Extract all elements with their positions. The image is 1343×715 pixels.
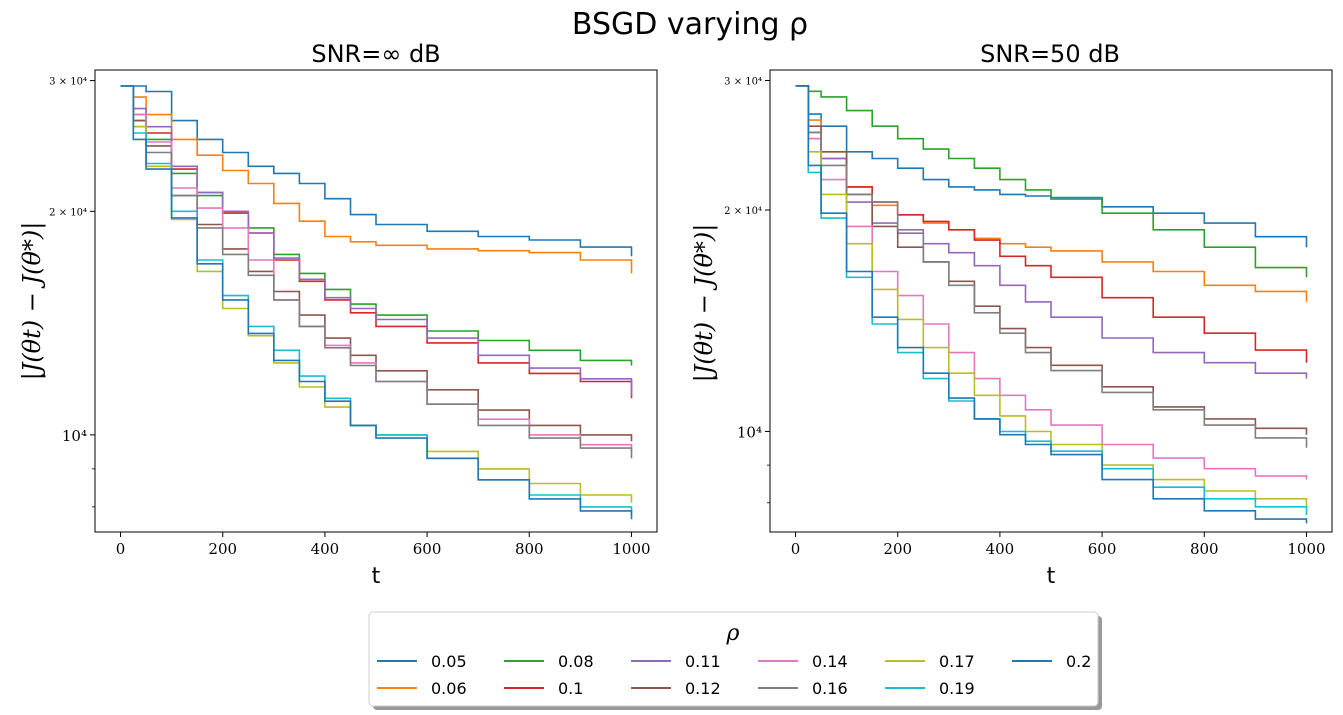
y-tick-label: 3 × 10⁴: [724, 76, 762, 87]
legend-label: 0.17: [939, 652, 975, 671]
x-tick-label: 400: [986, 540, 1015, 558]
legend-frame: [368, 611, 1099, 707]
series-line-0_06: [120, 85, 633, 274]
legend-label: 0.11: [685, 652, 721, 671]
y-tick-label: 10⁴: [737, 423, 762, 441]
x-tick-label: 0: [791, 540, 801, 558]
x-tick-label: 1000: [612, 540, 650, 558]
legend-label: 0.19: [939, 679, 975, 698]
legend-item-0_14: 0.14: [758, 652, 848, 671]
y-axis-label: |J(θt) − J(θ*)|: [18, 222, 47, 381]
x-tick-label: 400: [311, 540, 340, 558]
legend-item-0_2: 0.2: [1012, 652, 1091, 671]
axes-title: SNR=∞ dB: [311, 40, 440, 68]
legend-item-0_06: 0.06: [377, 679, 467, 698]
legend-label: 0.2: [1066, 652, 1091, 671]
series-line-0_2: [795, 85, 1308, 524]
x-tick-label: 200: [208, 540, 237, 558]
series-line-0_08: [795, 85, 1308, 278]
legend-items: 0.05 0.06 0.08 0.1 0.11 0.12 0.14 0.16 0.17 0.19 0…: [377, 652, 1091, 698]
legend-item-0_11: 0.11: [631, 652, 721, 671]
figure-suptitle: BSGD varying ρ: [572, 7, 808, 42]
plot-lines: [120, 85, 633, 520]
series-line-0_05: [120, 85, 633, 257]
plot-lines: [795, 85, 1308, 524]
x-tick-label: 800: [1190, 540, 1219, 558]
legend-title: ρ: [726, 621, 740, 646]
x-tick-label: 800: [515, 540, 544, 558]
x-tick-label: 600: [1088, 540, 1117, 558]
y-tick-label: 2 × 10⁴: [724, 206, 762, 217]
series-line-0_05: [795, 85, 1308, 248]
legend-label: 0.14: [812, 652, 848, 671]
x-axis-label: t: [372, 564, 381, 589]
series-line-0_16: [795, 85, 1308, 448]
x-tick-label: 0: [116, 540, 126, 558]
legend-item-0_05: 0.05: [377, 652, 467, 671]
y-tick-label: 2 × 10⁴: [49, 207, 87, 218]
series-line-0_2: [120, 85, 633, 520]
x-tick-label: 200: [883, 540, 912, 558]
axes-frame: [94, 69, 658, 533]
series-line-0_11: [120, 85, 633, 396]
legend-item-0_19: 0.19: [885, 679, 975, 698]
x-axis-label: t: [1047, 564, 1056, 589]
axes-snr-inf: SNR=∞ dB |J(θt) − J(θ*)| t 0 200 400 600 800…: [18, 40, 658, 589]
legend-label: 0.16: [812, 679, 848, 698]
legend-item-0_1: 0.1: [504, 679, 583, 698]
legend-label: 0.12: [685, 679, 721, 698]
y-tick-label: 10⁴: [62, 427, 87, 445]
legend: ρ 0.05 0.06 0.08 0.1 0.11 0.12 0.14 0.16 0.17 0.1…: [368, 611, 1102, 710]
legend-label: 0.08: [558, 652, 594, 671]
series-line-0_17: [795, 85, 1308, 507]
legend-label: 0.05: [431, 652, 467, 671]
legend-item-0_17: 0.17: [885, 652, 975, 671]
y-tick-label: 3 × 10⁴: [49, 77, 87, 88]
axes-snr-50: SNR=50 dB |J(θt) − J(θ*)| t 0 200 400 600 80…: [690, 40, 1333, 589]
legend-item-0_16: 0.16: [758, 679, 848, 698]
legend-item-0_08: 0.08: [504, 652, 594, 671]
axes-title: SNR=50 dB: [980, 40, 1120, 68]
ticks: 0 200 400 600 800 1000 10⁴ 2 × 10⁴ 3 × 10⁴: [724, 76, 1325, 558]
x-tick-label: 1000: [1287, 540, 1325, 558]
y-axis-label: |J(θt) − J(θ*)|: [690, 224, 719, 383]
legend-label: 0.1: [558, 679, 583, 698]
x-tick-label: 600: [413, 540, 442, 558]
ticks: 0 200 400 600 800 1000 10⁴ 2 × 10⁴ 3 × 10⁴: [49, 77, 650, 558]
legend-label: 0.06: [431, 679, 467, 698]
legend-item-0_12: 0.12: [631, 679, 721, 698]
axes-frame: [769, 69, 1333, 533]
